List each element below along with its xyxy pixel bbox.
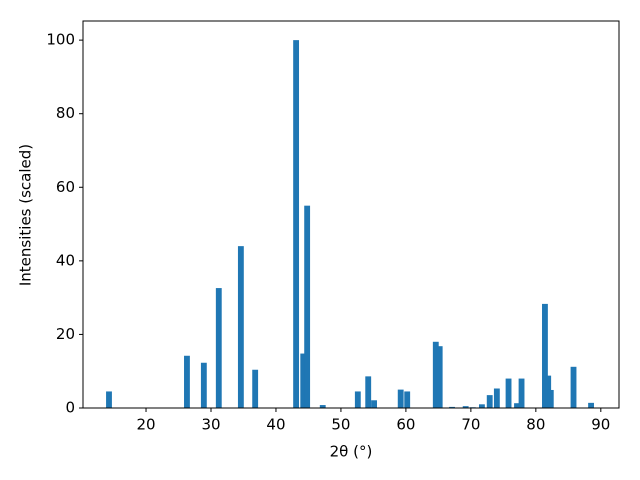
bar [397, 389, 404, 408]
x-tick-label: 40 [266, 416, 285, 434]
bar [449, 406, 455, 408]
plot-frame [82, 20, 620, 409]
x-tick-label: 80 [526, 416, 545, 434]
bar [570, 366, 577, 408]
bar [542, 303, 548, 408]
bar [300, 353, 307, 408]
x-axis-label: 2θ (°) [330, 443, 373, 461]
bar [436, 346, 443, 408]
bar [486, 395, 493, 408]
bar [365, 376, 372, 408]
x-tick-label: 20 [136, 416, 155, 434]
bar [293, 40, 300, 409]
y-tick-label: 80 [56, 104, 75, 122]
bar [432, 341, 439, 408]
y-tick-label: 60 [56, 178, 75, 196]
bar [514, 403, 520, 408]
y-tick-label: 40 [56, 251, 75, 269]
bar [493, 388, 500, 408]
bar [505, 378, 512, 408]
bar [200, 362, 207, 408]
x-tick-label: 60 [396, 416, 415, 434]
bar [547, 389, 554, 408]
bar [319, 405, 326, 408]
bar [404, 391, 411, 408]
bar [462, 406, 469, 408]
y-tick-label: 100 [46, 31, 75, 49]
x-tick-label: 30 [201, 416, 220, 434]
bar [304, 205, 311, 408]
bar [252, 369, 259, 408]
bar [478, 404, 485, 408]
x-tick-label: 90 [591, 416, 610, 434]
y-tick-label: 0 [65, 399, 75, 417]
bar [184, 355, 190, 408]
bar [518, 378, 525, 408]
x-tick-label: 70 [461, 416, 480, 434]
bar [354, 391, 361, 408]
bar [215, 288, 222, 408]
x-tick-label: 50 [331, 416, 350, 434]
y-axis-label: Intensities (scaled) [17, 144, 35, 286]
bar [588, 402, 594, 408]
bar [371, 400, 377, 408]
bar [237, 246, 244, 408]
bar [106, 391, 112, 408]
y-tick-label: 20 [56, 325, 75, 343]
